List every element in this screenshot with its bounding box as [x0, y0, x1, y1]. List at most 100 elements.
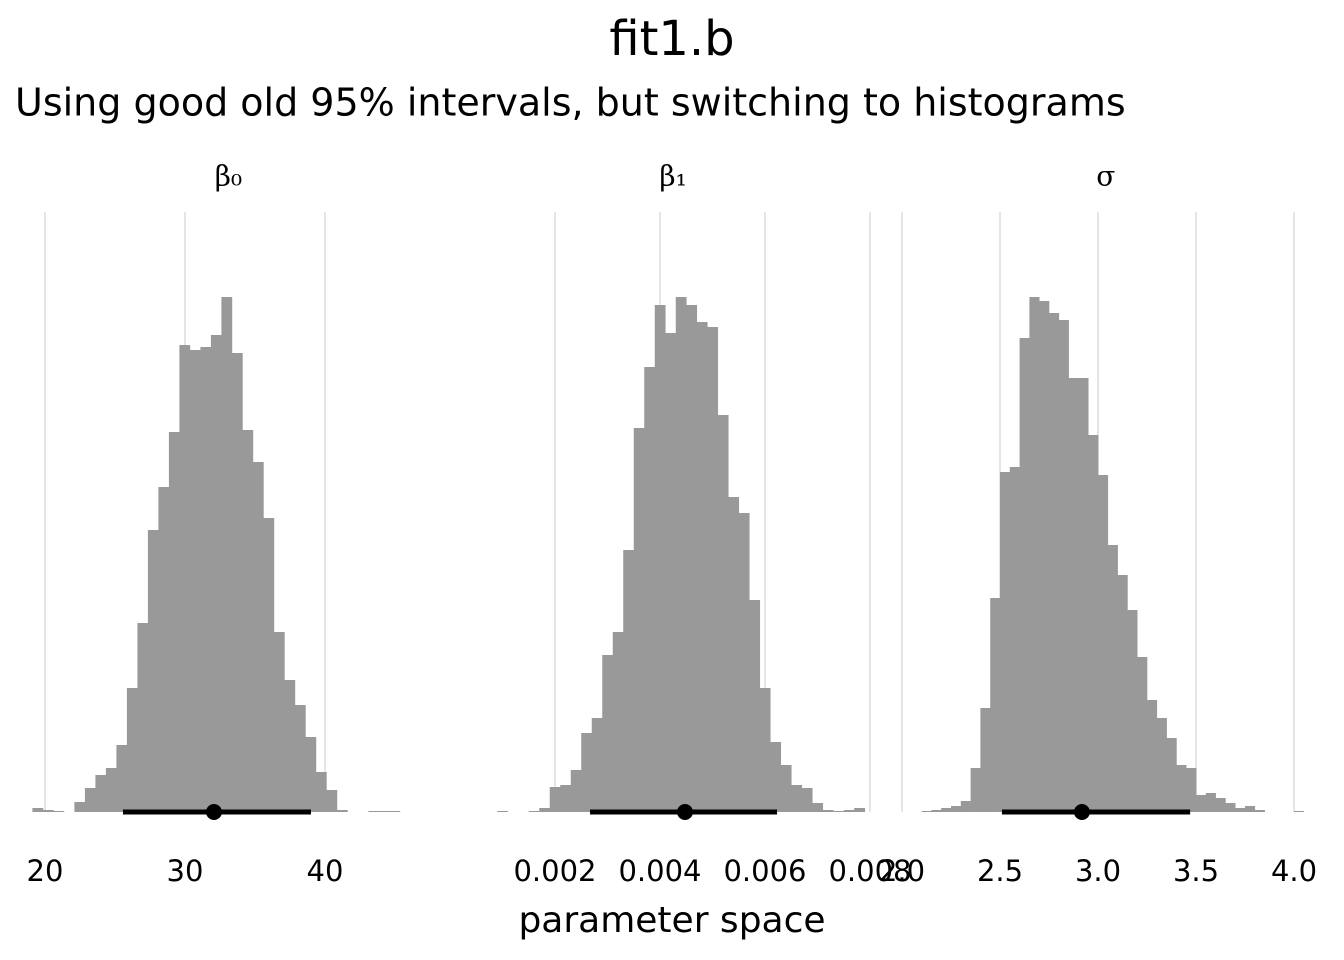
chart-subtitle: Using good old 95% intervals, but switch… — [15, 81, 1126, 125]
histogram-bar — [242, 430, 254, 812]
histogram-bar — [749, 600, 761, 812]
histogram-bar — [780, 765, 792, 812]
histogram-bar — [105, 768, 117, 812]
x-tick-label: 0.006 — [723, 854, 806, 888]
histogram-bar — [686, 305, 698, 812]
histogram-bar — [42, 810, 54, 812]
histogram-bar — [221, 297, 233, 812]
histogram-bar — [1137, 657, 1148, 812]
histogram-bar — [612, 632, 624, 812]
histogram-bar — [1156, 718, 1167, 812]
x-tick-label: 0.002 — [513, 854, 596, 888]
histogram-bar — [560, 785, 572, 812]
histogram-bar — [189, 350, 201, 812]
histogram-bar — [1225, 803, 1236, 812]
histogram-bar — [263, 518, 275, 812]
x-tick-label: 0.004 — [618, 854, 701, 888]
x-tick-label: 4.0 — [1271, 854, 1317, 888]
histogram-bar — [252, 462, 264, 812]
histogram-bar — [32, 808, 44, 812]
histogram-bar — [200, 347, 212, 812]
histogram-bar — [843, 810, 855, 812]
histogram-bar — [970, 768, 981, 812]
point-estimate — [205, 804, 222, 820]
histogram-bar — [602, 655, 614, 812]
histogram-bar — [665, 333, 677, 812]
histogram-bar — [1068, 378, 1079, 812]
histogram-bar — [675, 297, 687, 812]
histogram-bar — [633, 428, 645, 812]
histogram-bar — [738, 513, 750, 812]
histogram-bar — [1029, 297, 1040, 812]
x-tick-label: 0.008 — [828, 854, 911, 888]
histogram-bar — [158, 487, 170, 812]
histogram-bar — [95, 775, 107, 812]
histogram-bar — [854, 808, 866, 812]
histogram-bar — [1176, 765, 1187, 812]
histogram-bar — [980, 708, 991, 812]
histogram-bar — [960, 801, 971, 812]
histogram-bar — [168, 432, 180, 812]
histogram-bar — [654, 305, 666, 812]
histogram-bar — [931, 810, 942, 812]
point-estimate — [676, 804, 693, 820]
histogram-bar — [53, 811, 65, 812]
facet-label: β₀ — [215, 160, 242, 193]
histogram-bar — [231, 353, 243, 812]
histogram-bar — [336, 810, 348, 812]
histogram-bar — [990, 598, 1001, 812]
facet-label: β₁ — [659, 160, 686, 193]
histogram-bar — [591, 718, 603, 812]
histogram-bar — [951, 806, 962, 812]
histogram-bar — [941, 808, 952, 812]
histogram-bar — [528, 811, 540, 812]
histogram-bar — [1039, 301, 1050, 812]
facet-label: σ — [1096, 160, 1115, 193]
x-tick-label: 40 — [307, 854, 344, 888]
histogram-bar — [1254, 810, 1265, 812]
x-tick-label: 2.5 — [977, 854, 1023, 888]
histogram-bar — [759, 688, 771, 812]
x-tick-label: 30 — [167, 854, 204, 888]
histogram-bar — [717, 415, 729, 812]
histogram-bar — [770, 742, 782, 812]
histogram-bar — [801, 788, 813, 812]
histogram-bar — [368, 811, 380, 812]
histogram-bar — [707, 327, 719, 812]
histogram-bar — [1117, 575, 1128, 812]
x-axis-label: parameter space — [518, 900, 825, 941]
histogram-bar — [179, 345, 191, 812]
x-tick-label: 20 — [27, 854, 64, 888]
histogram-bar — [1186, 768, 1197, 812]
histogram-bar — [1235, 808, 1246, 812]
histogram-bar — [305, 737, 317, 812]
histogram-bar — [1245, 806, 1256, 812]
x-tick-label: 3.5 — [1173, 854, 1219, 888]
histogram-bar — [833, 811, 845, 812]
chart-title: fit1.b — [609, 11, 734, 67]
histogram-bar — [1098, 475, 1109, 812]
histogram-bar — [791, 785, 803, 812]
histogram-bar — [570, 770, 582, 812]
histogram-bar — [1205, 793, 1216, 812]
histogram-bar — [1107, 545, 1118, 812]
histogram-bar — [539, 808, 551, 812]
histogram-bar — [581, 733, 593, 812]
histogram-bar — [623, 550, 635, 812]
histogram-bar — [326, 790, 338, 812]
histogram-bar — [315, 772, 327, 812]
histogram-bar — [284, 680, 296, 812]
histogram-bar — [497, 811, 509, 812]
histogram-bar — [1058, 320, 1069, 812]
histogram-bar — [74, 802, 86, 812]
histogram-bar — [1127, 610, 1138, 812]
histogram-bar — [1294, 811, 1305, 812]
histogram-bar — [1009, 467, 1020, 812]
x-tick-label: 2.0 — [879, 854, 925, 888]
histogram-bar — [137, 623, 149, 812]
histogram-bar — [1166, 738, 1177, 812]
histogram-bar — [116, 745, 128, 812]
histogram-bar — [1088, 435, 1099, 812]
histogram-bar — [644, 367, 656, 812]
histogram-bar — [728, 497, 740, 812]
